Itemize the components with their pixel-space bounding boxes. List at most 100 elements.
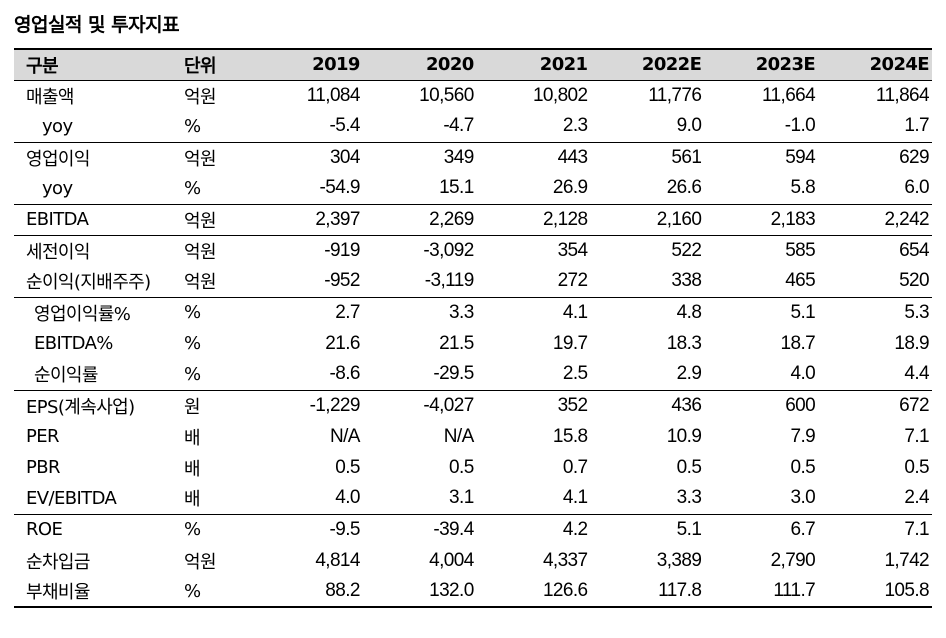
value-cell: 117.8: [590, 576, 705, 608]
row-unit: %: [184, 363, 201, 385]
value-cell: 3.3: [676, 487, 702, 509]
value-cell: 304: [249, 141, 363, 173]
value-cell: 0.5: [449, 456, 474, 478]
value-cell: 7.9: [790, 425, 816, 447]
table-title: 영업실적 및 투자지표: [14, 14, 180, 36]
value-cell: 15.1: [439, 177, 474, 199]
financial-table: 구분 단위 2019 2020 2021 2022E 2023E 2024E 매…: [14, 48, 932, 608]
value-cell: 5.8: [790, 177, 816, 199]
value-cell: 2.5: [562, 363, 588, 385]
value-cell: 15.8: [552, 425, 588, 447]
value-cell: 11,664: [762, 84, 816, 106]
value-cell: 11,084: [306, 84, 361, 106]
value-cell: 2,242: [818, 203, 932, 235]
value-cell: 18.3: [666, 332, 702, 354]
header-year: 2024E: [818, 48, 932, 81]
row-unit: %: [179, 576, 250, 608]
value-cell: 4.2: [476, 513, 591, 545]
table-row: 부채비율% 88.2 132.0 126.6 117.8 111.7 105.8: [14, 576, 932, 608]
value-cell: 585: [704, 234, 819, 266]
row-label: 순이익률: [34, 365, 98, 387]
value-cell: 561: [590, 141, 705, 173]
value-cell: -4.7: [443, 115, 474, 137]
value-cell: 2,790: [770, 549, 816, 571]
value-cell: 132.0: [362, 576, 477, 608]
table-row: 매출액 억원 11,084 10,560 10,802 11,776 11,664 11,86…: [14, 80, 932, 111]
value-cell: 272: [557, 270, 589, 292]
header-row: 구분 단위 2019 2020 2021 2022E 2023E 2024E: [14, 48, 932, 81]
row-unit: 배: [184, 427, 201, 449]
row-label: EPS(계속사업): [14, 389, 180, 421]
row-label: 순차입금: [26, 551, 90, 573]
value-cell: 436: [590, 389, 705, 421]
value-cell: 3,389: [656, 549, 702, 571]
value-cell: 4,814: [315, 549, 360, 571]
table-row: ROE% -9.5 -39.4 4.2 5.1 6.7 7.1: [14, 513, 932, 545]
header-year: 2019: [249, 48, 363, 81]
value-cell: 18.7: [780, 332, 816, 354]
row-unit: 배: [184, 489, 201, 511]
table-row: 순이익률% -8.6 -29.5 2.5 2.9 4.0 4.4: [14, 359, 932, 390]
value-cell: -1.0: [784, 115, 816, 137]
row-unit: 억원: [179, 234, 250, 266]
value-cell: 10,560: [419, 84, 474, 106]
value-cell: 4,004: [429, 549, 474, 571]
value-cell: 3.0: [790, 487, 816, 509]
header-year: 2022E: [590, 48, 705, 81]
value-cell: 5.1: [704, 296, 819, 328]
row-label: EBITDA%: [34, 333, 113, 354]
value-cell: 654: [818, 234, 932, 266]
value-cell: 2,397: [249, 203, 363, 235]
table-row: 영업이익률%% 2.7 3.3 4.1 4.8 5.1 5.3: [14, 296, 932, 328]
value-cell: 2,128: [476, 203, 591, 235]
value-cell: 1,742: [884, 549, 929, 571]
value-cell: 4.0: [790, 363, 816, 385]
header-year: 2023E: [704, 48, 819, 81]
value-cell: 21.6: [325, 332, 360, 354]
row-unit: %: [179, 296, 250, 328]
value-cell: 594: [704, 141, 819, 173]
value-cell: -5.4: [329, 115, 361, 137]
value-cell: 352: [476, 389, 591, 421]
row-unit: 배: [184, 458, 201, 480]
value-cell: 3.1: [449, 487, 474, 509]
table-row: EV/EBITDA 배 4.0 3.1 4.1 3.3 3.0 2.4: [14, 483, 932, 514]
table-row: yoy% -54.9 15.1 26.9 26.6 5.8 6.0: [14, 173, 932, 204]
value-cell: 338: [671, 270, 702, 292]
table-row: 순차입금 억원 4,814 4,004 4,337 3,389 2,790 1,742: [14, 545, 932, 576]
value-cell: 7.1: [904, 425, 929, 447]
row-label: 매출액: [26, 86, 74, 108]
row-unit: 억원: [184, 551, 217, 573]
value-cell: 2.4: [904, 487, 929, 509]
value-cell: 5.1: [590, 513, 705, 545]
table-row: EBITDA%% 21.6 21.5 19.7 18.3 18.7 18.9: [14, 328, 932, 359]
value-cell: 11,776: [648, 84, 702, 106]
value-cell: 4.0: [335, 487, 360, 509]
value-cell: 520: [899, 270, 930, 292]
header-unit: 단위: [179, 48, 250, 81]
table-row: EPS(계속사업) 원 -1,229 -4,027 352 436 600 672: [14, 389, 932, 421]
row-label: 영업이익률%: [14, 296, 180, 328]
value-cell: -952: [324, 270, 360, 292]
row-unit: %: [184, 177, 201, 199]
value-cell: -3,119: [424, 270, 474, 292]
value-cell: 2.3: [562, 115, 588, 137]
row-label: yoy: [42, 177, 73, 199]
value-cell: 6.7: [704, 513, 819, 545]
row-label: EBITDA: [14, 203, 180, 235]
value-cell: 1.7: [904, 115, 929, 137]
row-label: PER: [26, 426, 60, 447]
row-label: PBR: [26, 457, 61, 478]
value-cell: -919: [249, 234, 363, 266]
value-cell: -4,027: [362, 389, 477, 421]
value-cell: 88.2: [249, 576, 363, 608]
value-cell: 111.7: [704, 576, 819, 608]
value-cell: 4,337: [542, 549, 588, 571]
row-unit: 억원: [179, 141, 250, 173]
table-row: 세전이익 억원 -919 -3,092 354 522 585 654: [14, 234, 932, 266]
value-cell: 19.7: [552, 332, 588, 354]
table-row: PER 배 N/A N/A 15.8 10.9 7.9 7.1: [14, 421, 932, 452]
value-cell: 10.9: [666, 425, 702, 447]
row-unit: 억원: [179, 203, 250, 235]
value-cell: 4.4: [904, 363, 929, 385]
